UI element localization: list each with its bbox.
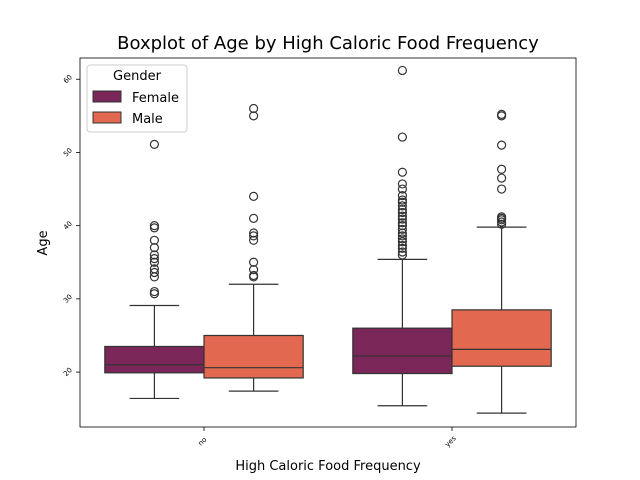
outlier-point: [249, 213, 259, 223]
outlier-point: [497, 212, 507, 222]
outlier-point: [249, 257, 259, 267]
outlier-point: [397, 211, 407, 221]
outlier-point: [149, 139, 159, 149]
outlier-point: [397, 184, 407, 194]
legend-title: Gender: [113, 69, 162, 84]
iqr-box: [352, 327, 453, 375]
outlier-point: [249, 191, 259, 201]
box-male-no: [203, 103, 304, 392]
y-tick-label: 40: [62, 220, 74, 232]
outlier-point: [397, 247, 407, 257]
plot-frame: [79, 57, 577, 428]
outlier-point: [397, 214, 407, 224]
outlier-point: [497, 164, 507, 174]
x-axis-label: High Caloric Food Frequency: [235, 459, 421, 474]
outlier-point: [149, 257, 159, 267]
outlier-point: [397, 237, 407, 247]
outlier-point: [249, 228, 259, 238]
outlier-point: [397, 204, 407, 215]
outlier-point: [497, 184, 507, 194]
legend-swatch-female: [92, 90, 122, 103]
outlier-point: [397, 65, 407, 76]
outlier-point: [149, 254, 159, 264]
box-female-yes: [352, 65, 453, 407]
outlier-point: [149, 250, 159, 260]
outlier-point: [397, 234, 407, 244]
outlier-point: [397, 195, 407, 205]
outlier-point: [397, 228, 407, 238]
outlier-point: [249, 103, 259, 114]
y-tick-label: 30: [62, 293, 74, 305]
outlier-point: [149, 264, 159, 274]
legend-swatch-male: [92, 111, 122, 124]
outlier-point: [397, 250, 407, 260]
y-tick-label: 20: [62, 366, 74, 378]
outlier-point: [397, 191, 407, 201]
outlier-point: [149, 243, 159, 253]
box-female-no: [104, 139, 205, 400]
outlier-point: [397, 231, 407, 241]
legend-label-male: Male: [132, 112, 163, 127]
iqr-box: [451, 309, 552, 367]
outlier-point: [397, 221, 407, 231]
outlier-point: [149, 286, 159, 297]
y-tick-label: 50: [62, 146, 74, 158]
outlier-point: [149, 235, 159, 245]
outlier-point: [249, 111, 259, 121]
y-tick-label: 60: [62, 73, 74, 85]
outlier-point: [149, 267, 159, 278]
outlier-point: [397, 218, 407, 228]
legend: Gender Female Male: [86, 64, 188, 133]
outlier-point: [397, 243, 407, 253]
outlier-point: [249, 235, 259, 245]
outlier-point: [249, 231, 259, 241]
outlier-point: [149, 221, 159, 231]
outlier-point: [397, 167, 407, 177]
outlier-point: [397, 179, 407, 189]
outlier-point: [249, 270, 259, 281]
outlier-point: [249, 264, 259, 275]
outlier-point: [397, 201, 407, 211]
outlier-point: [497, 173, 507, 183]
legend-label-female: Female: [132, 91, 179, 106]
outlier-point: [397, 224, 407, 234]
iqr-box: [104, 345, 205, 374]
outlier-point: [497, 109, 507, 119]
y-axis-label: Age: [36, 230, 51, 255]
outlier-point: [497, 140, 507, 150]
outlier-point: [397, 240, 407, 251]
chart-title: Boxplot of Age by High Caloric Food Freq…: [117, 33, 539, 54]
x-tick-label: no: [197, 436, 209, 448]
outlier-point: [397, 132, 407, 142]
box-male-yes: [451, 109, 552, 414]
iqr-box: [203, 334, 304, 379]
outlier-point: [397, 207, 407, 218]
